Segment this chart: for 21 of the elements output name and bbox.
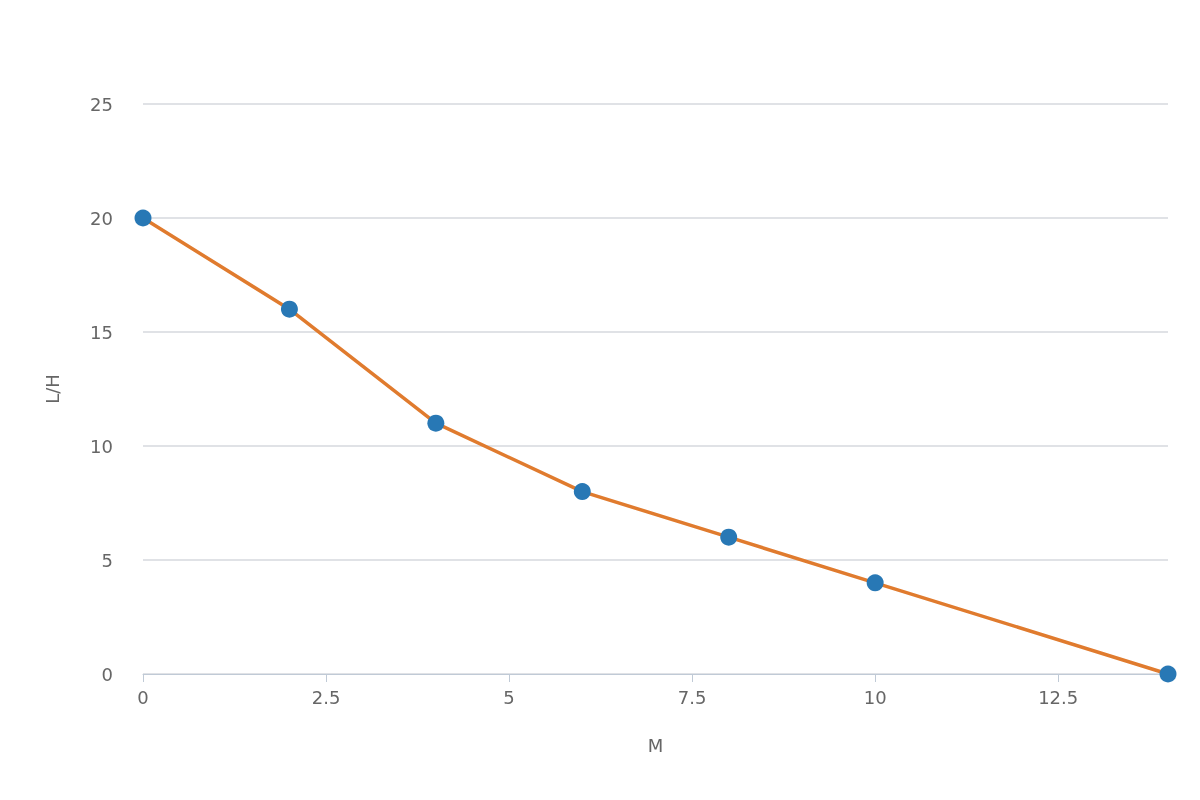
y-axis-title: L/H: [41, 374, 63, 404]
x-tick-label: 0: [137, 686, 149, 708]
y-tick-label: 0: [101, 663, 113, 685]
point: [866, 574, 884, 592]
y-tick-label: 15: [90, 321, 113, 343]
point: [720, 528, 738, 546]
x-tick-label: 2.5: [311, 686, 341, 708]
y-tick-label: 25: [90, 93, 113, 115]
point: [280, 300, 298, 318]
y-tick-label: 10: [90, 435, 113, 457]
point: [134, 209, 152, 227]
x-tick-label: 12.5: [1038, 686, 1079, 708]
point: [573, 483, 591, 501]
y-tick-label: 5: [101, 549, 113, 571]
x-tick-label: 5: [503, 686, 515, 708]
point: [1159, 665, 1177, 683]
x-tick-label: 10: [863, 686, 887, 708]
y-tick-label: 20: [90, 207, 113, 229]
point: [427, 414, 445, 432]
x-tick-label: 7.5: [677, 686, 707, 708]
x-axis-title: M: [647, 734, 664, 756]
